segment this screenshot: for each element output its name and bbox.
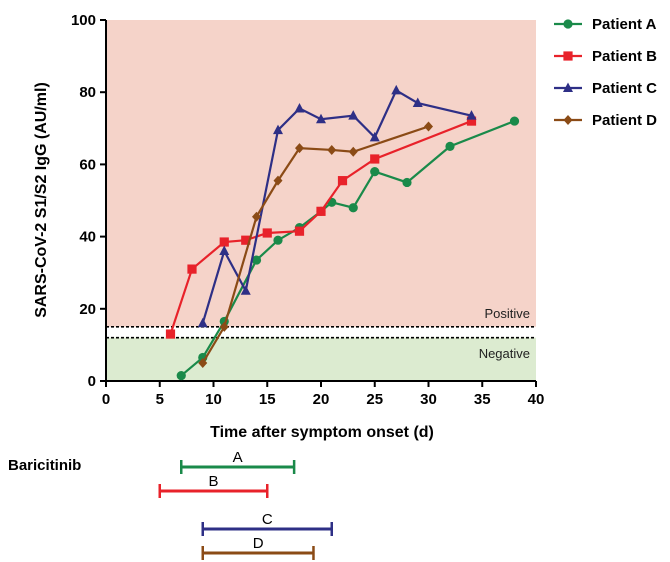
patient-b-legend-marker — [563, 51, 573, 61]
x-tick-label: 40 — [528, 391, 545, 408]
y-tick-label: 0 — [88, 373, 96, 390]
patient-c-point — [348, 110, 359, 120]
patient-c-point — [466, 110, 477, 120]
patient-a-point — [402, 177, 412, 188]
x-axis-title: Time after symptom onset (d) — [210, 424, 434, 441]
patient-c-point — [273, 124, 283, 135]
patient-d-point — [348, 146, 358, 157]
patient-c-legend-label: Patient C — [592, 80, 657, 97]
patient-b-legend-label: Patient B — [592, 48, 657, 65]
y-axis-title: SARS-CoV-2 S1/S2 IgG (AU/ml) — [33, 82, 50, 318]
patient-a-point — [273, 235, 283, 245]
patient-d-point — [198, 357, 208, 368]
negative-zone-label: Negative — [479, 346, 530, 361]
treatment-bar-label: B — [208, 473, 218, 490]
patient-d-legend-marker — [563, 115, 573, 125]
patient-b-point — [370, 154, 380, 164]
y-tick-label: 20 — [79, 301, 96, 318]
x-tick-label: 10 — [205, 391, 222, 408]
patient-c-point — [369, 131, 380, 142]
patient-c-point — [316, 113, 326, 124]
treatment-bar-label: A — [233, 449, 243, 466]
negative-zone — [106, 337, 536, 381]
x-tick-label: 25 — [366, 391, 383, 408]
patient-b-point — [241, 235, 251, 245]
patient-a-point — [251, 255, 262, 265]
patient-b-point — [294, 226, 305, 236]
patient-d-point — [295, 143, 304, 154]
patient-d-point — [424, 121, 433, 132]
patient-b-point — [316, 206, 326, 216]
patient-d-legend-label: Patient D — [592, 112, 657, 129]
x-tick-label: 5 — [156, 391, 164, 408]
patient-c-point — [412, 97, 423, 108]
patient-a-point — [370, 167, 380, 177]
x-tick-label: 35 — [474, 391, 491, 408]
patient-a-point — [445, 141, 455, 151]
patient-b-point — [165, 329, 176, 339]
patient-d-point — [273, 175, 283, 186]
x-tick-label: 30 — [420, 391, 437, 408]
y-tick-label: 60 — [79, 156, 96, 173]
patient-c-point — [219, 245, 230, 256]
x-tick-label: 0 — [102, 391, 110, 408]
equivocal-zone — [106, 326, 536, 338]
patient-b-point — [337, 176, 348, 186]
patient-b-point — [466, 116, 477, 126]
patient-b-line — [169, 120, 472, 335]
patient-c-point — [391, 84, 402, 95]
patient-a-point — [348, 203, 358, 213]
x-tick-label: 15 — [259, 391, 276, 408]
treatment-bar-label: D — [253, 535, 264, 552]
patient-a-legend-marker — [563, 19, 573, 29]
treatment-label: Baricitinib — [8, 457, 81, 474]
patient-b-point — [262, 228, 272, 238]
patient-a-legend-label: Patient A — [592, 16, 657, 33]
y-tick-label: 40 — [79, 229, 96, 246]
patient-d-point — [252, 211, 261, 222]
y-tick-label: 80 — [79, 84, 96, 101]
patient-a-point — [176, 370, 186, 381]
patient-c-point — [294, 102, 305, 113]
patient-d-point — [219, 321, 229, 332]
x-tick-label: 20 — [313, 391, 330, 408]
patient-d-point — [327, 144, 337, 155]
patient-c-point — [240, 285, 251, 295]
positive-zone-label: Positive — [484, 306, 530, 321]
positive-zone — [106, 20, 536, 327]
patient-a-point — [509, 116, 520, 126]
treatment-bar-label: C — [262, 511, 273, 528]
y-tick-label: 100 — [71, 12, 96, 29]
patient-b-point — [219, 237, 229, 247]
patient-c-point — [197, 317, 208, 328]
patient-c-legend-marker — [563, 82, 573, 92]
patient-b-point — [187, 264, 197, 274]
